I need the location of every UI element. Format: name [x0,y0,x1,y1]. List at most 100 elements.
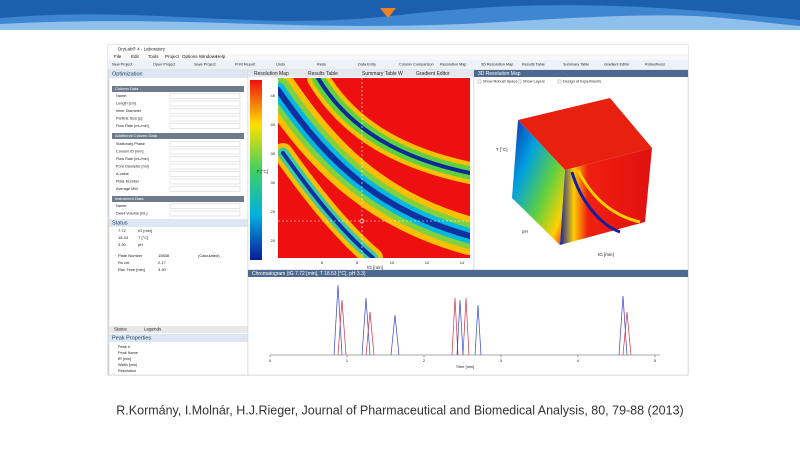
panel-header [474,70,688,77]
panel-header [248,270,688,277]
axis-label: pH [522,229,528,234]
view-tab[interactable]: Results Table [308,71,338,77]
field-input[interactable] [169,156,241,162]
section-header [112,133,244,139]
title-bar [108,45,688,54]
bottom-tab[interactable]: Legends [144,327,162,332]
field-label: Flow Rate [mL/min] [116,157,149,161]
field-label: Flow Rate [mL/min] [116,124,149,128]
status-condition: 18.53 [118,235,129,240]
field-input[interactable] [169,171,241,177]
toolbar-button[interactable]: New Project [112,63,133,67]
cube-right [560,148,652,245]
status-row: Run Time [min] [118,267,145,272]
field-input[interactable] [169,93,241,99]
panel-title: Chromatogram (tG 7.72 [min], T 18.53 [°C… [252,271,366,277]
field-input[interactable] [169,115,241,122]
view-tab[interactable]: Resolution Map [254,71,289,77]
toolbar-button[interactable]: Robustness [645,63,665,67]
view-tab[interactable]: Gradient Editor [416,71,450,77]
toolbar-button[interactable]: Resolution Map [440,63,466,67]
toolbar-button[interactable]: Redo [317,63,326,67]
bottom-tab[interactable]: Status [114,327,128,332]
cube-band [570,171,621,234]
x-tick-label: 6 [321,260,324,265]
option-label[interactable]: Show Robust Space [483,80,517,84]
y-tick-label: 40 [271,122,276,127]
option-label[interactable]: Show Layers [523,80,545,84]
toolbar-button[interactable]: 3D Resolution Map [481,63,513,67]
menu-item[interactable]: Windows [199,54,218,59]
toolbar-button[interactable]: Undo [276,63,285,67]
peak-field: Peak Name [118,351,138,355]
field-input[interactable] [169,148,241,155]
axis-label: Time [min] [456,364,475,369]
menu-item[interactable]: Help [216,54,226,59]
toolbar-button[interactable]: Data Entry [358,63,376,67]
menu-item[interactable]: Project [165,54,180,59]
toolbar-button[interactable]: Open Project [153,63,176,67]
toolbar [108,60,688,69]
x-tick-label: 14 [460,260,465,265]
panel-header [109,334,248,342]
toolbar-button[interactable]: Save Project [194,63,216,67]
menu-item[interactable]: Tools [148,54,159,59]
field-label: Dwell Volume [mL] [116,212,147,216]
menu-item[interactable]: Options [182,54,198,59]
window-title: DryLab® 4 - Laboratory [118,46,166,52]
field-input[interactable] [169,108,241,114]
toolbar-button[interactable]: Print Report [235,63,256,67]
checkbox[interactable] [477,79,482,84]
cube-band [576,169,641,224]
checkbox[interactable] [557,79,562,84]
field-label: Stationary Phase [116,142,145,146]
x-tick-label: 1 [346,358,349,363]
field-input[interactable] [169,203,241,209]
status-row: 2.17 [158,260,167,265]
status-row: (Calculated) [198,253,220,258]
field-input[interactable] [169,210,241,217]
banner-edge [0,30,800,33]
status-condition: pH [138,242,143,247]
banner-wave [0,15,800,30]
section-title: Instrument Data [115,196,144,201]
menu-item[interactable]: Edit [131,54,140,59]
field-input[interactable] [169,178,241,185]
axis-label: tG [min] [367,265,383,270]
x-tick-label: 3 [500,358,503,363]
toolbar-button[interactable]: Column Comparison [399,63,434,67]
axis-label: T [°C] [496,147,507,152]
status-row: 3.30 [158,267,167,272]
status-condition: tG [min] [138,228,152,233]
field-label: Particle Size [µ] [116,117,142,121]
x-tick-label: 4 [577,358,580,363]
option-label[interactable]: Design of Experiments [563,80,601,84]
cube-top [518,98,652,170]
checkbox[interactable] [517,79,522,84]
toolbar-button[interactable]: Summary Table [563,63,589,67]
field-input[interactable] [169,123,241,129]
section-header [112,196,244,202]
field-label: Inner Diameter [116,109,142,113]
field-input[interactable] [169,100,241,107]
toolbar-button[interactable]: Results Table [522,63,545,67]
field-label: Plate Number [116,180,140,184]
status-condition: 3.30 [118,242,127,247]
field-label: Length [cm] [116,102,136,106]
field-input[interactable] [169,163,241,170]
y-tick-label: 30 [271,180,276,185]
view-tab[interactable]: Summary Table W [362,71,403,77]
x-tick-label: 8 [356,260,359,265]
y-tick-label: 25 [271,209,276,214]
menu-item[interactable]: File [114,54,122,59]
cube-left [512,120,565,245]
status-row: 15838 [158,253,170,258]
field-label: Name: [116,94,127,98]
menu-bar [108,54,688,60]
x-tick-label: 2 [423,358,426,363]
toolbar-button[interactable]: Gradient Editor [604,63,630,67]
y-tick-label: 45 [271,93,276,98]
field-input[interactable] [169,186,241,192]
field-label: Average MW [116,187,138,191]
field-input[interactable] [169,141,241,147]
